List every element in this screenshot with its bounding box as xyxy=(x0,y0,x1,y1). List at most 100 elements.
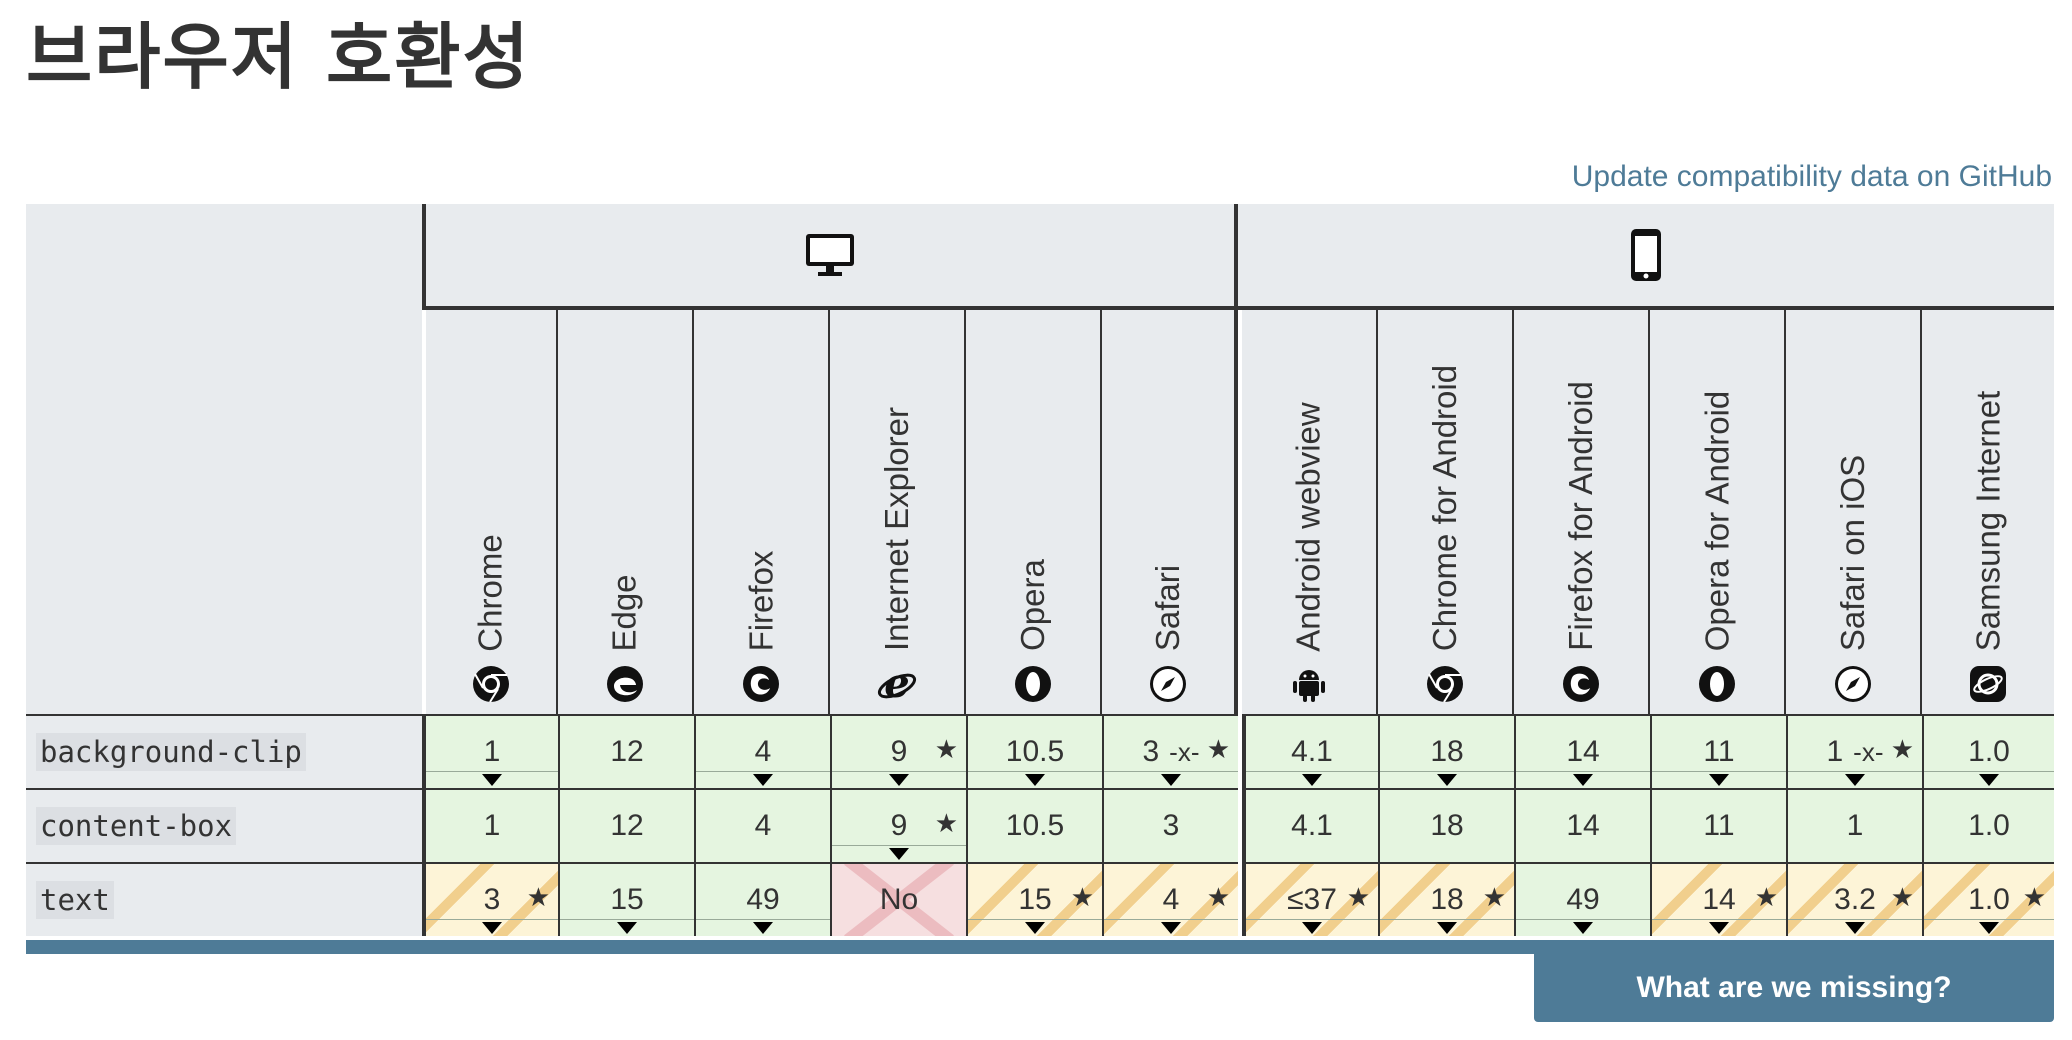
support-cell[interactable]: 4 ★ xyxy=(1102,862,1238,936)
what-are-we-missing-button[interactable]: What are we missing? xyxy=(1534,954,2054,1022)
support-cell[interactable]: 3.2 ★ xyxy=(1786,862,1922,936)
expand-arrow-icon[interactable] xyxy=(482,774,502,786)
cell-underline xyxy=(1104,771,1238,772)
expand-arrow-icon[interactable] xyxy=(617,922,637,934)
support-cell[interactable]: 1 xyxy=(422,714,558,788)
support-cell[interactable]: 1 -x- ★ xyxy=(1786,714,1922,788)
version-value: 18 xyxy=(1430,735,1464,768)
support-cell[interactable]: 1.0 ★ xyxy=(1922,862,2054,936)
expand-arrow-icon[interactable] xyxy=(1573,922,1593,934)
support-cell[interactable]: 14 xyxy=(1514,714,1650,788)
cell-underline xyxy=(1652,771,1786,772)
version-value: 12 xyxy=(610,809,644,842)
support-cell[interactable]: 49 xyxy=(1514,862,1650,936)
support-cell[interactable]: 9 ★ xyxy=(830,714,966,788)
support-cell: 4 xyxy=(694,788,830,862)
version-value: 4.1 xyxy=(1291,735,1333,768)
update-github-link[interactable]: Update compatibility data on GitHub xyxy=(1571,160,2052,193)
support-cell[interactable]: 49 xyxy=(694,862,830,936)
expand-arrow-icon[interactable] xyxy=(753,774,773,786)
expand-arrow-icon[interactable] xyxy=(1437,774,1457,786)
browser-header-firefox: Firefox xyxy=(694,310,830,714)
safari-icon xyxy=(1833,664,1873,704)
cell-underline xyxy=(1924,771,2054,772)
expand-arrow-icon[interactable] xyxy=(753,922,773,934)
browser-header-safari-on-ios: Safari on iOS xyxy=(1786,310,1922,714)
prefix-marker: -x- xyxy=(1853,736,1884,767)
browser-name: Safari xyxy=(1149,564,1186,652)
support-cell[interactable]: ≤37 ★ xyxy=(1242,862,1378,936)
version-value: 1 xyxy=(483,809,501,842)
browser-header-samsung-internet: Samsung Internet xyxy=(1922,310,2054,714)
support-cell[interactable]: 15 ★ xyxy=(966,862,1102,936)
expand-arrow-icon[interactable] xyxy=(1845,774,1865,786)
cell-underline xyxy=(1104,919,1238,920)
support-cell[interactable]: 3 ★ xyxy=(422,862,558,936)
support-cell: 1 xyxy=(422,788,558,862)
feature-name: content-box xyxy=(36,807,237,845)
expand-arrow-icon[interactable] xyxy=(1437,922,1457,934)
support-cell: 4.1 xyxy=(1242,788,1378,862)
expand-arrow-icon[interactable] xyxy=(1302,774,1322,786)
expand-arrow-icon[interactable] xyxy=(1709,922,1729,934)
browser-header-opera-for-android: Opera for Android xyxy=(1650,310,1786,714)
support-cell[interactable]: 15 xyxy=(558,862,694,936)
expand-arrow-icon[interactable] xyxy=(1161,774,1181,786)
expand-arrow-icon[interactable] xyxy=(1709,774,1729,786)
version-value: 11 xyxy=(1703,735,1735,768)
support-cell[interactable]: 1.0 xyxy=(1922,714,2054,788)
browser-header-internet-explorer: Internet Explorer e xyxy=(830,310,966,714)
version-value: 3 xyxy=(483,883,501,916)
version-value: 14 xyxy=(1566,735,1600,768)
support-cell[interactable]: 4.1 xyxy=(1242,714,1378,788)
version-value: 3 xyxy=(1142,735,1160,768)
expand-arrow-icon[interactable] xyxy=(889,774,909,786)
cell-underline xyxy=(1652,919,1786,920)
note-star-icon: ★ xyxy=(526,882,550,912)
edge-icon xyxy=(605,664,645,704)
browser-name: Safari on iOS xyxy=(1834,454,1872,652)
expand-arrow-icon[interactable] xyxy=(1161,922,1181,934)
version-value: 4 xyxy=(754,735,772,768)
support-cell[interactable]: 11 xyxy=(1650,714,1786,788)
note-star-icon: ★ xyxy=(1482,882,1506,912)
support-cell[interactable]: 9 ★ xyxy=(830,788,966,862)
browser-name: Firefox xyxy=(742,550,780,651)
expand-arrow-icon[interactable] xyxy=(1979,922,1999,934)
expand-arrow-icon[interactable] xyxy=(1845,922,1865,934)
samsung-icon xyxy=(1968,664,2008,704)
expand-arrow-icon[interactable] xyxy=(1025,922,1045,934)
version-value: 1.0 xyxy=(1968,809,2010,842)
version-value: 1 xyxy=(1826,735,1844,768)
support-cell[interactable]: 3 -x- ★ xyxy=(1102,714,1238,788)
version-value: 1 xyxy=(1846,809,1864,842)
expand-arrow-icon[interactable] xyxy=(1979,774,1999,786)
expand-arrow-icon[interactable] xyxy=(889,848,909,860)
support-cell: 1.0 xyxy=(1922,788,2054,862)
browser-name: Chrome for Android xyxy=(1426,364,1464,652)
expand-arrow-icon[interactable] xyxy=(1573,774,1593,786)
mobile-icon xyxy=(1631,229,1661,281)
support-cell[interactable]: 10.5 xyxy=(966,714,1102,788)
browser-name: Android webview xyxy=(1290,401,1327,652)
browser-name: Opera xyxy=(1014,559,1051,651)
version-value: 15 xyxy=(1018,883,1052,916)
support-cell: 3 xyxy=(1102,788,1238,862)
version-value: 49 xyxy=(746,883,780,916)
expand-arrow-icon[interactable] xyxy=(1025,774,1045,786)
expand-arrow-icon[interactable] xyxy=(1302,922,1322,934)
support-cell[interactable]: 14 ★ xyxy=(1650,862,1786,936)
support-cell: 12 xyxy=(558,788,694,862)
expand-arrow-icon[interactable] xyxy=(482,922,502,934)
note-star-icon: ★ xyxy=(1890,882,1914,912)
support-cell[interactable]: 18 xyxy=(1378,714,1514,788)
note-star-icon: ★ xyxy=(1890,734,1914,764)
note-star-icon: ★ xyxy=(1754,882,1778,912)
chrome-icon xyxy=(471,664,511,704)
support-cell[interactable]: 18 ★ xyxy=(1378,862,1514,936)
version-value: 4 xyxy=(1162,883,1180,916)
support-cell[interactable]: 4 xyxy=(694,714,830,788)
support-cell: 12 xyxy=(558,714,694,788)
version-value: 15 xyxy=(610,883,644,916)
note-star-icon: ★ xyxy=(1070,882,1094,912)
